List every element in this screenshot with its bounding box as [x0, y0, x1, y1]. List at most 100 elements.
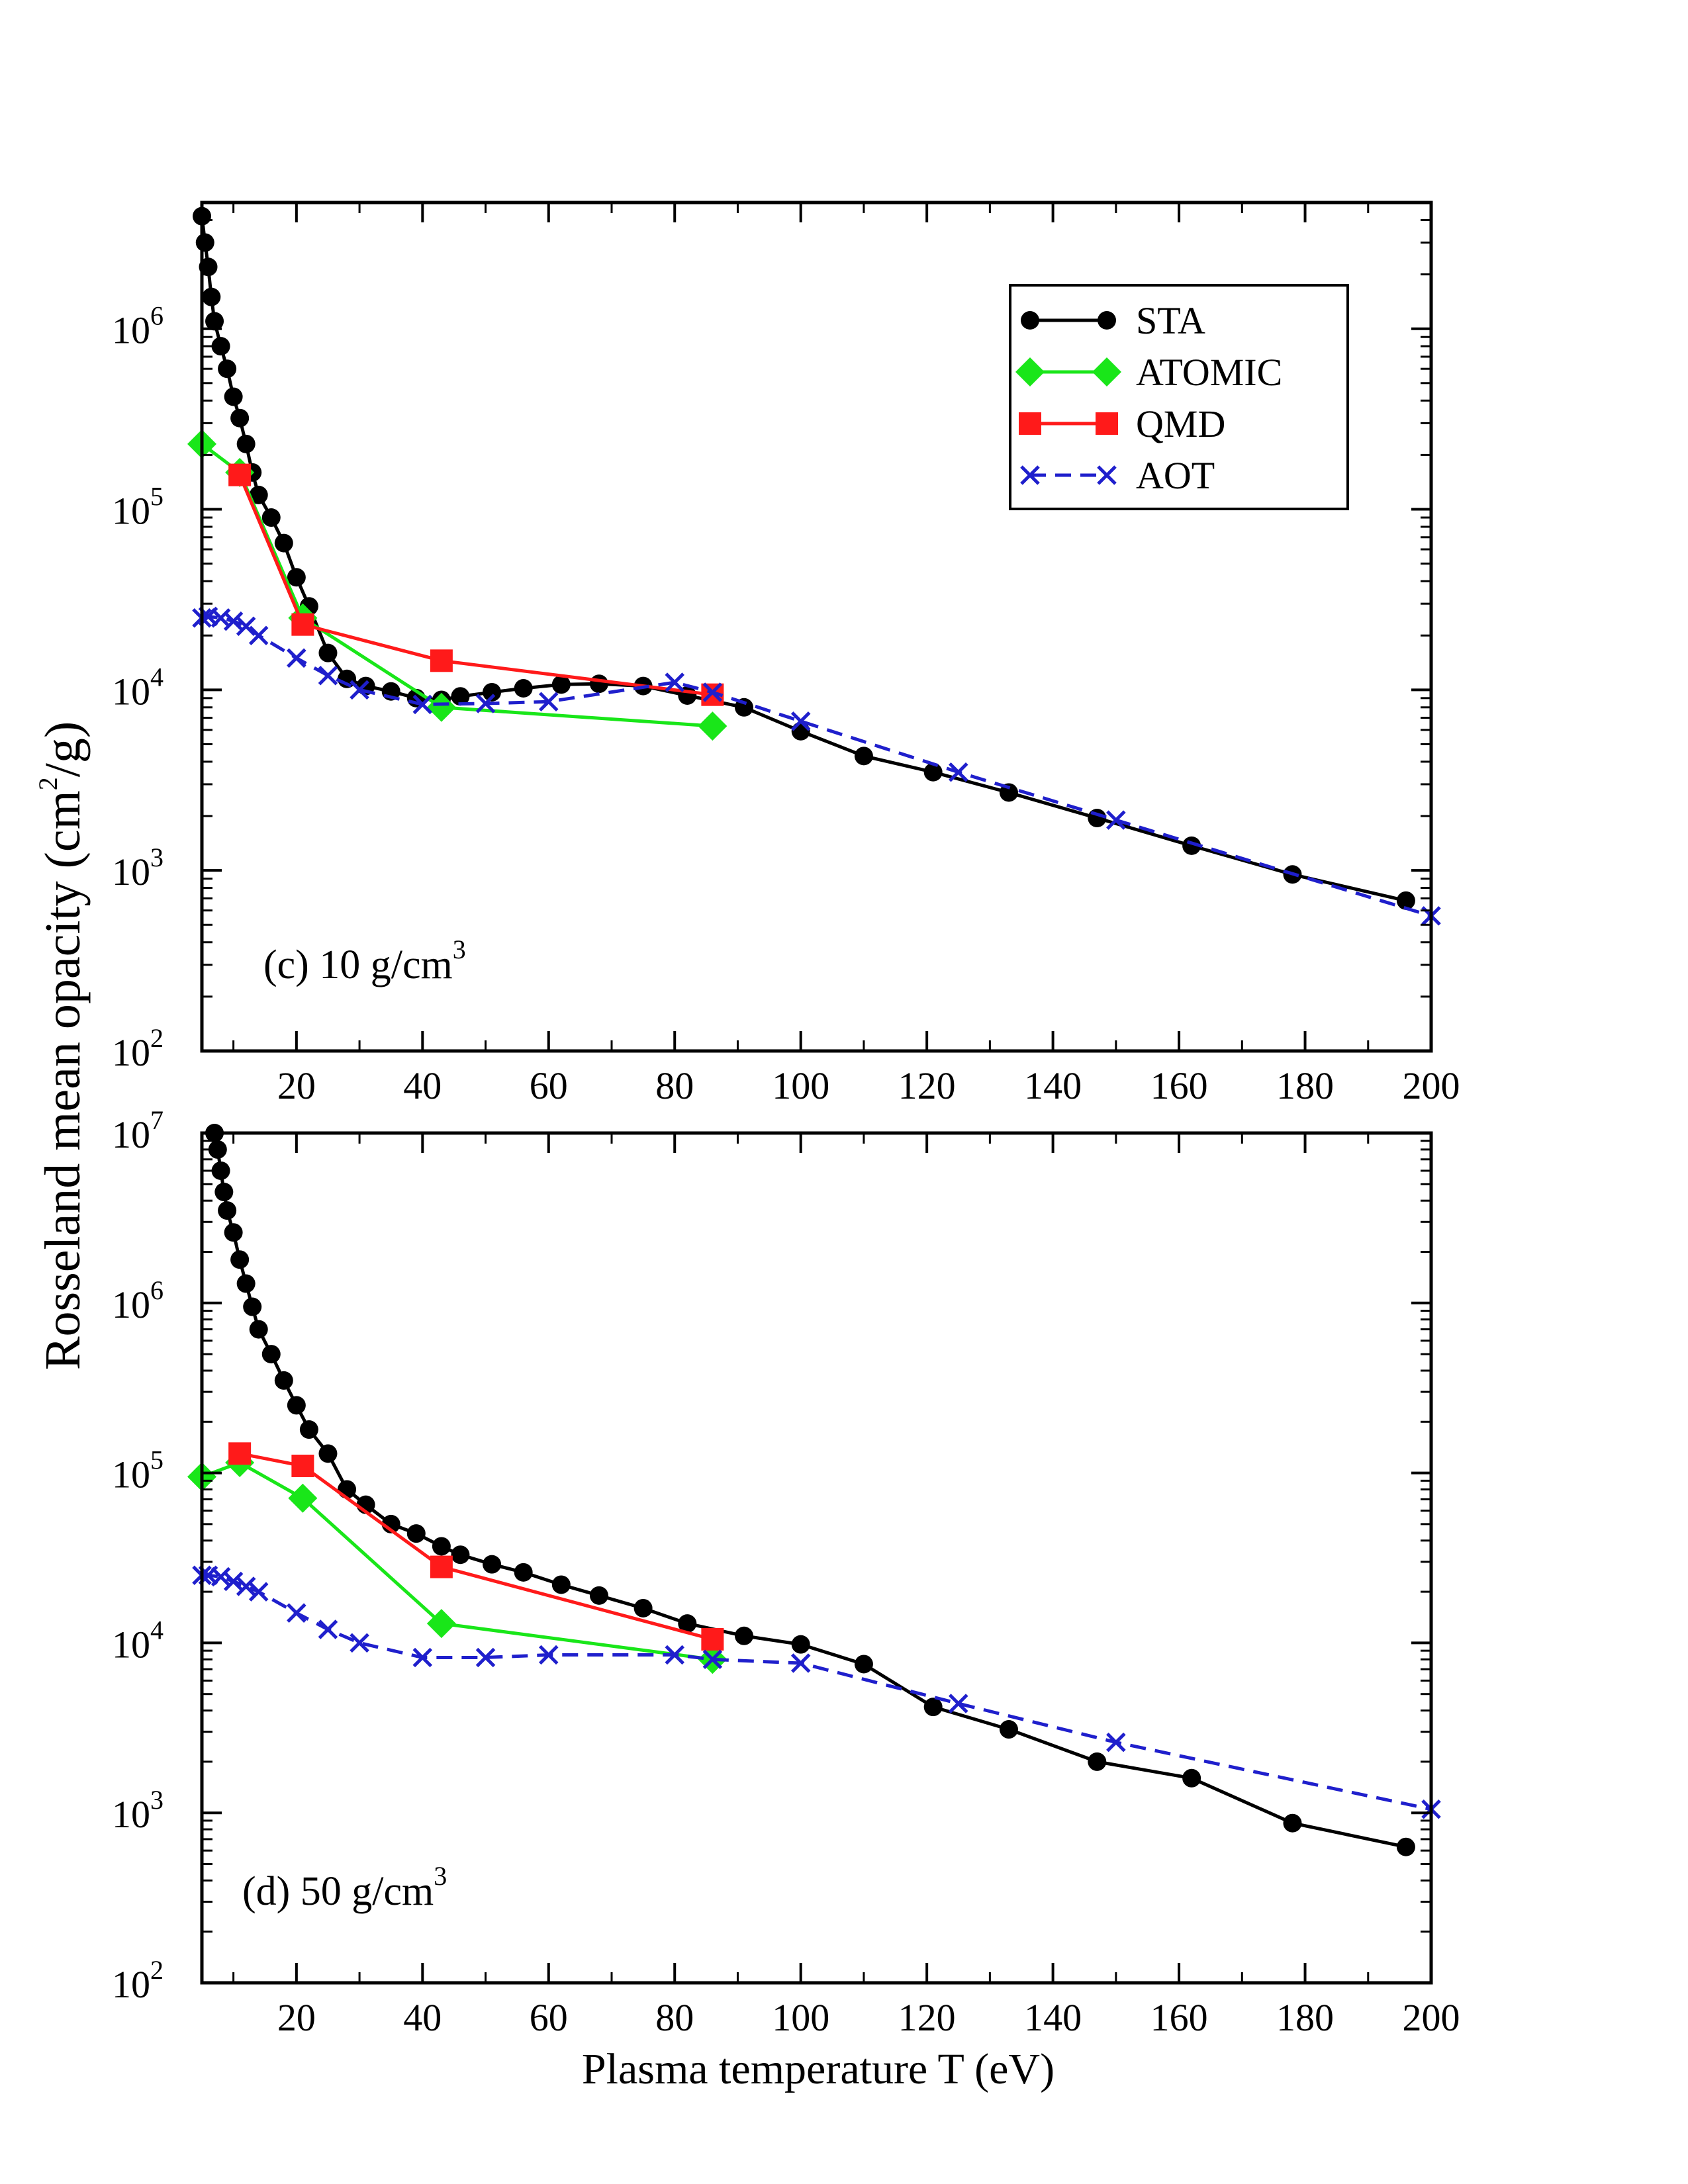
- panel-c-x-tick-label: 160: [1150, 1064, 1208, 1107]
- panel-c-frame: [200, 201, 1433, 1053]
- panel-d-aot-point: [412, 1647, 433, 1668]
- panel-c-ticks: [202, 201, 1432, 1052]
- panel-d-sta-point: [432, 1537, 451, 1556]
- legend-atomic-label: ATOMIC: [1136, 351, 1282, 394]
- legend-atomic-marker: [1015, 357, 1045, 387]
- panel-d-sta-point: [1396, 1837, 1415, 1856]
- panel-d-sta-point: [224, 1223, 243, 1242]
- panel-d-x-tick-label: 160: [1150, 1996, 1208, 2039]
- panel-c-sta-point: [230, 408, 250, 428]
- panel-c-atomic-point: [698, 711, 727, 741]
- legend-box: [1009, 284, 1349, 510]
- panel-d-sta-point: [214, 1183, 234, 1202]
- panel-d-aot-point: [318, 1619, 338, 1639]
- legend: STA ATOMIC QMD AOT: [1009, 284, 1349, 510]
- panel-c-y-tick-labels: 102 103 104 105 106: [112, 301, 164, 1074]
- panel-c-sta-point: [287, 568, 306, 587]
- panel-c-x-tick-label: 60: [530, 1064, 568, 1107]
- panel-d-sta-point: [1182, 1768, 1201, 1788]
- panel-c-y-tick-label: 104: [112, 662, 164, 713]
- panel-d-aot-point: [248, 1582, 269, 1602]
- panel-d-aot-point: [702, 1649, 723, 1670]
- panel-c-y-tick-label: 106: [112, 301, 164, 352]
- legend-aot-label: AOT: [1136, 454, 1215, 497]
- panel-d-label: (d) 50 g/cm3: [242, 1861, 447, 1914]
- panel-c-aot-point: [475, 694, 496, 713]
- panel-c-sta-point: [211, 337, 230, 356]
- panel-d-aot-point: [211, 1567, 231, 1587]
- panel-c-label: (c) 10 g/cm3: [263, 934, 466, 987]
- panel-c-sta-point: [999, 783, 1018, 802]
- panel-c-sta-point: [1088, 809, 1107, 828]
- panel-c-y-tick-label: 102: [112, 1023, 164, 1074]
- panel-c-sta-point: [514, 679, 533, 698]
- panel-c-sta-point: [923, 762, 943, 782]
- panel-d-sta-point: [633, 1598, 653, 1617]
- panel-c-sta-point: [551, 675, 571, 694]
- panel-d-sta-point: [338, 1480, 357, 1499]
- legend-qmd-marker: [1096, 412, 1118, 435]
- legend-qmd-marker: [1019, 412, 1041, 435]
- panel-c-qmd-line: [238, 474, 713, 697]
- panel-c-sta-point: [451, 687, 470, 706]
- panel-d-sta-point: [999, 1720, 1018, 1739]
- panel-c-x-tick-label: 80: [655, 1064, 694, 1107]
- legend-item-sta: STA: [1021, 299, 1205, 342]
- panel-c-aot-point: [248, 625, 269, 645]
- panel-d-sta-point: [236, 1274, 256, 1293]
- panel-d-x-tick-labels: 20 40 60 80 100 120 140 160 180 200: [277, 1996, 1460, 2039]
- panel-d-sta-point: [261, 1345, 281, 1364]
- legend-item-qmd: QMD: [1019, 402, 1225, 445]
- legend-atomic-marker: [1092, 357, 1121, 387]
- legend-item-aot: AOT: [1020, 454, 1215, 497]
- panel-c-sta-point: [218, 359, 237, 379]
- panel-d-sta-point: [1283, 1813, 1302, 1833]
- panel-d-x-tick-label: 20: [277, 1996, 316, 2039]
- panel-d-sta-point: [218, 1201, 237, 1220]
- panel-d-aot-point: [236, 1576, 256, 1596]
- panel-d-y-tick-labels: 102 103 104 105 106 107: [112, 1105, 164, 2006]
- legend-sta-marker: [1021, 311, 1039, 330]
- panel-c-x-tick-labels: 20 40 60 80 100 120 140 160 180 200: [277, 1064, 1460, 1107]
- panel-c-sta-point: [854, 747, 873, 766]
- panel-c-x-tick-label: 200: [1403, 1064, 1460, 1107]
- panel-c-sta-point: [205, 312, 224, 331]
- panel-d-sta-point: [208, 1140, 227, 1159]
- panel-d-atomic-point: [426, 1609, 456, 1639]
- panel-c-sta-point: [589, 674, 608, 694]
- panel-d-aot-point: [475, 1647, 496, 1668]
- panel-c-x-tick-label: 140: [1024, 1064, 1082, 1107]
- panel-d-aot-point: [665, 1645, 684, 1665]
- panel-c-sta-point: [483, 682, 502, 702]
- panel-d-x-tick-label: 120: [898, 1996, 956, 2039]
- panel-c-sta-point: [199, 257, 218, 277]
- panel-d-sta-point: [678, 1614, 697, 1633]
- panel-d-aot-point: [223, 1571, 244, 1592]
- legend-sta-marker: [1098, 311, 1116, 330]
- panel-c-sta-point: [274, 533, 293, 553]
- panel-d-qmd-point: [701, 1627, 724, 1651]
- panel-c-x-tick-label: 40: [403, 1064, 442, 1107]
- panel-c-aot-point: [702, 682, 723, 702]
- panel-c-atomic-point: [426, 692, 456, 722]
- panel-c-series: [187, 206, 1441, 926]
- panel-d-aot-point: [287, 1603, 306, 1623]
- panel-c-x-tick-label: 100: [772, 1064, 829, 1107]
- panel-c-aot-point: [350, 680, 369, 700]
- panel-d-y-tick-label: 105: [112, 1445, 164, 1496]
- legend-sta-label: STA: [1136, 299, 1205, 342]
- panel-c-aot-point: [1106, 810, 1126, 830]
- panel-d-aot-point: [539, 1645, 559, 1665]
- panel-d-sta-point: [451, 1545, 470, 1565]
- panel-d-qmd-line: [239, 1451, 714, 1641]
- legend-qmd-label: QMD: [1136, 402, 1225, 445]
- panel-d-sta-point: [406, 1524, 426, 1543]
- panel-c-aot-point: [665, 672, 684, 692]
- panel-d-x-tick-label: 200: [1403, 1996, 1460, 2039]
- panel-c-sta-point: [236, 434, 256, 453]
- panel-d-sta-point: [589, 1586, 608, 1605]
- panel-d-ticks: [202, 1132, 1432, 1984]
- panel-d-aot-point: [350, 1633, 369, 1653]
